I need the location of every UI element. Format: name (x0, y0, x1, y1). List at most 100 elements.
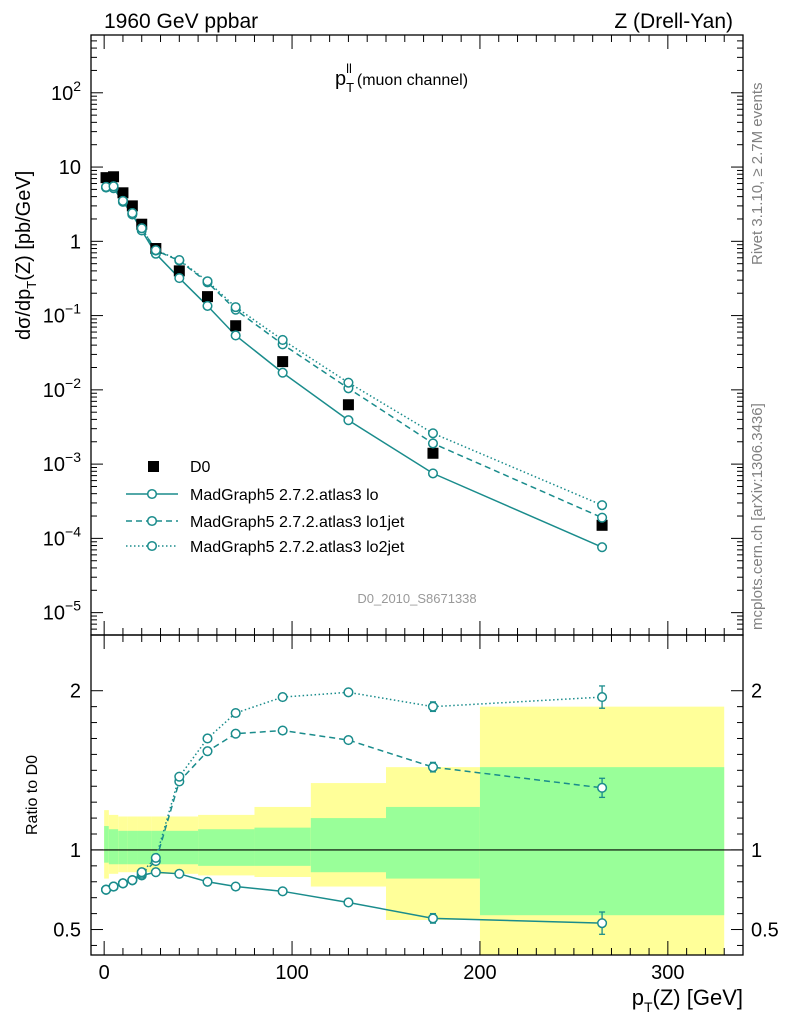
ratio-band-inner (127, 830, 138, 865)
ratio-band-inner (385, 806, 480, 879)
main-point-dotted (427, 428, 439, 439)
ratio-point-solid (277, 886, 288, 897)
main-series-markers (100, 171, 608, 553)
d0-data-point (173, 265, 185, 277)
main-y-tick-label: 10−5 (43, 598, 81, 625)
main-y-tick-label: 10−4 (43, 523, 81, 550)
main-point-dotted (597, 500, 608, 511)
main-point-dotted (230, 302, 241, 313)
ratio-panel: 0.5 0.5 1 1 2 2 0 100 200 300 Ratio to D0 pT(Z) … (24, 634, 779, 1015)
main-y-tick-label: 10−1 (43, 301, 81, 328)
ratio-y-tick-label: 2 (70, 681, 81, 703)
d0-data-point (201, 291, 213, 303)
legend-lo1jet-label: MadGraph5 2.7.2.atlas3 lo1jet (190, 514, 405, 531)
ratio-band-inner (104, 826, 109, 863)
ratio-point-solid (230, 881, 241, 892)
main-title-sup: ll (346, 61, 352, 76)
d0-data-point (277, 356, 289, 368)
legend-entry-lo1jet: MadGraph5 2.7.2.atlas3 lo1jet (126, 514, 405, 531)
ratio-band-inner (198, 829, 255, 866)
ratio-frame (90, 634, 744, 956)
ratio-point-dashed (597, 782, 608, 793)
main-point-dotted (108, 181, 119, 192)
ratio-y-tick-label: 1 (70, 840, 81, 862)
main-y-axis-label: dσ/dpT(Z) [pb/GeV] (13, 171, 39, 340)
d0-data-point (108, 171, 120, 183)
main-point-dotted (343, 377, 354, 388)
x-tick-label: 200 (463, 962, 496, 984)
legend-lo1jet-marker (146, 515, 158, 527)
ratio-point-dotted (343, 687, 354, 698)
main-x-ticks (103, 35, 744, 635)
main-point-dotted (117, 195, 128, 206)
ratio-point-dashed (427, 762, 439, 773)
main-y-tick-label: 10−2 (43, 375, 81, 402)
main-point-dotted (136, 223, 147, 234)
d0-data-point (100, 172, 112, 184)
mcplots-label: mcplots.cern.ch [arXiv:1306.3436] (749, 403, 766, 630)
legend-d0-marker (148, 461, 159, 472)
ratio-y-ticks: 0.5 0.5 1 1 2 2 (53, 681, 779, 946)
ratio-point-dashed (230, 728, 241, 739)
legend-lo-marker (146, 488, 158, 500)
d0-data-point (596, 519, 608, 531)
main-frame (90, 34, 744, 636)
ratio-point-dotted (150, 852, 161, 863)
ratio-band-inner (310, 818, 386, 873)
ratio-point-dotted (108, 881, 119, 892)
main-point-dashed (427, 438, 439, 449)
main-y-tick-label: 10−3 (43, 449, 81, 476)
d0-data-point (427, 447, 439, 459)
ratio-point-dotted (427, 701, 439, 712)
legend-entry-lo2jet: MadGraph5 2.7.2.atlas3 lo2jet (126, 539, 405, 556)
legend-lo-label: MadGraph5 2.7.2.atlas3 lo (190, 487, 379, 504)
d0-data-point (342, 399, 354, 411)
ratio-band-inner (118, 830, 128, 865)
ratio-point-solid (427, 913, 439, 924)
ratio-point-dotted (136, 867, 147, 878)
header-right-label: Z (Drell-Yan) (614, 10, 733, 33)
ratio-band-inner (108, 829, 119, 865)
ratio-band-inner (137, 830, 152, 865)
ratio-point-dashed (343, 735, 354, 746)
ratio-point-dotted (230, 707, 241, 719)
main-point-solid (427, 468, 439, 479)
ratio-point-solid (174, 868, 185, 879)
main-point-solid (174, 273, 185, 284)
ratio-point-dashed (202, 746, 213, 757)
main-point-solid (230, 330, 241, 341)
main-point-dotted (277, 334, 288, 345)
main-y-axis-label-sub: T (24, 281, 39, 289)
ratio-point-dashed (277, 725, 288, 736)
ratio-point-solid (202, 876, 213, 887)
main-y-axis-label-rest: (Z) [pb/GeV] (13, 171, 35, 281)
main-point-dashed (597, 512, 608, 523)
main-title: pTll(muon channel) (335, 61, 468, 95)
legend-entry-d0: D0 (148, 459, 211, 476)
ratio-point-solid (150, 867, 161, 878)
x-axis-label-sub: T (644, 999, 653, 1015)
main-point-dotted (150, 245, 161, 256)
ratio-uncertainty-bands (91, 706, 743, 955)
main-point-dotted (127, 208, 138, 219)
ratio-point-dotted (117, 878, 128, 889)
ratio-x-ticks: 0 100 200 300 (99, 635, 744, 984)
main-y-tick-label: 102 (51, 78, 81, 105)
ratio-point-solid (343, 897, 354, 908)
ratio-y-axis-label: Ratio to D0 (24, 755, 41, 835)
ratio-y-tick-label: 0.5 (53, 920, 81, 942)
legend: D0 MadGraph5 2.7.2.atlas3 lo MadGraph5 2… (126, 459, 405, 556)
ratio-y-tick-label-right: 1 (751, 840, 762, 862)
analysis-watermark: D0_2010_S8671338 (357, 591, 476, 606)
ratio-series-markers (100, 685, 608, 935)
d0-data-point (126, 200, 138, 212)
d0-data-point (117, 187, 129, 199)
d0-data-point (230, 320, 242, 332)
header-left-label: 1960 GeV ppbar (104, 10, 258, 33)
main-point-dotted (174, 254, 185, 266)
main-line-dotted (105, 185, 603, 506)
ratio-point-dotted (174, 771, 185, 782)
legend-lo2jet-label: MadGraph5 2.7.2.atlas3 lo2jet (190, 539, 405, 556)
x-tick-label: 300 (651, 962, 684, 984)
